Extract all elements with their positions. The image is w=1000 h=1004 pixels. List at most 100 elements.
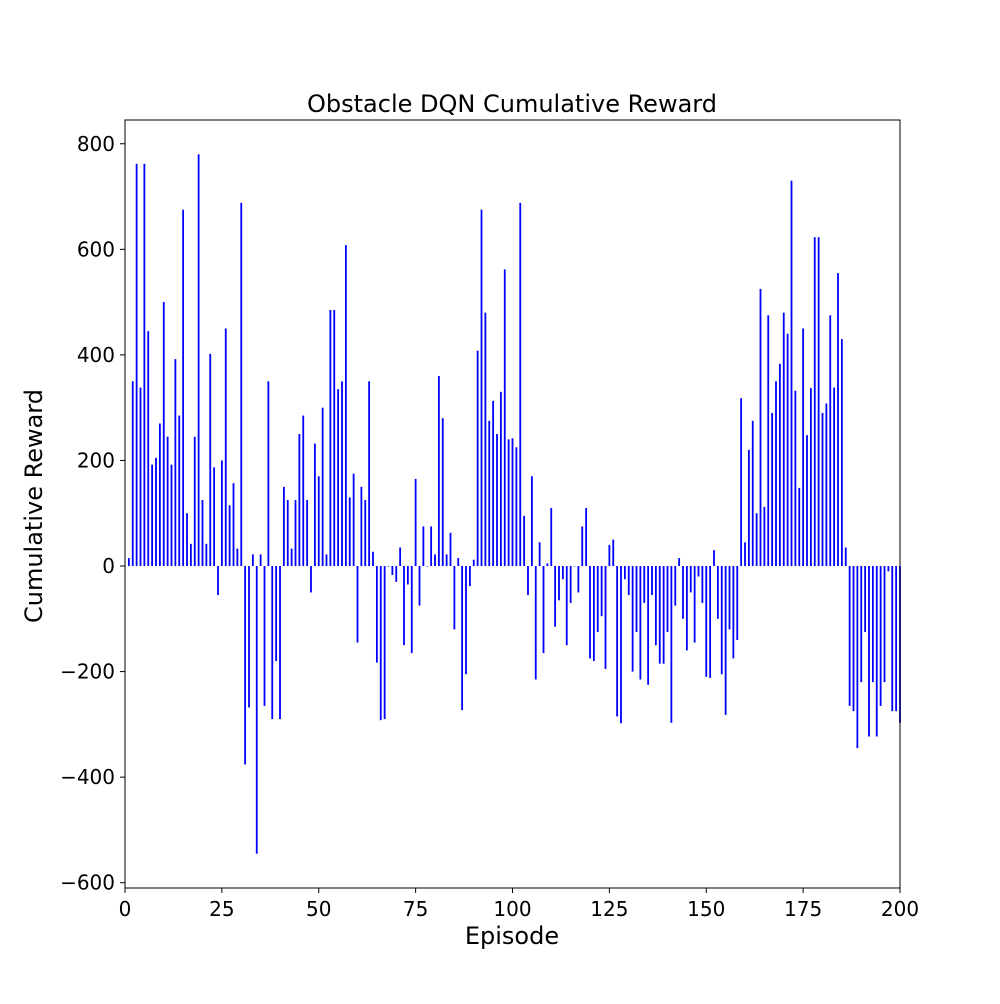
bar-episode-15 — [182, 209, 185, 567]
bar-episode-186 — [844, 547, 847, 567]
x-tick-label: 150 — [687, 897, 725, 921]
bar-episode-150 — [705, 566, 708, 677]
bar-episode-28 — [232, 483, 235, 567]
bar-episode-111 — [554, 566, 557, 627]
bar-episode-185 — [840, 339, 843, 567]
bar-episode-197 — [887, 566, 890, 572]
bar-episode-47 — [306, 500, 309, 567]
bar-episode-7 — [151, 464, 154, 567]
bar-episode-151 — [709, 566, 712, 678]
bar-episode-71 — [399, 547, 402, 567]
bar-episode-178 — [813, 237, 816, 567]
bar-episode-21 — [205, 543, 208, 567]
bar-episode-118 — [581, 526, 584, 567]
bar-episode-131 — [631, 566, 634, 672]
x-tick-label: 25 — [209, 897, 234, 921]
bar-episode-19 — [197, 154, 200, 567]
bar-episode-58 — [348, 497, 351, 567]
bar-episode-191 — [864, 566, 867, 632]
bar-episode-184 — [837, 273, 839, 567]
bar-episode-113 — [561, 566, 564, 580]
bar-episode-64 — [372, 551, 374, 567]
bar-episode-172 — [790, 180, 793, 567]
bar-episode-68 — [387, 566, 390, 567]
bar-episode-42 — [286, 500, 289, 567]
bar-episode-108 — [542, 566, 545, 654]
bar-episode-195 — [879, 566, 882, 706]
bar-episode-57 — [344, 245, 347, 567]
bar-episode-3 — [135, 163, 138, 567]
bar-episode-10 — [162, 302, 165, 567]
bars-group — [127, 154, 901, 854]
bar-episode-181 — [825, 403, 828, 567]
bar-episode-198 — [891, 566, 894, 712]
bar-episode-80 — [434, 554, 436, 567]
bar-episode-44 — [294, 500, 297, 567]
bar-episode-144 — [682, 566, 684, 619]
bar-episode-53 — [329, 310, 332, 567]
bar-episode-138 — [658, 566, 661, 664]
bar-episode-93 — [484, 312, 487, 567]
bar-episode-33 — [251, 554, 254, 567]
y-tick-label: 200 — [77, 448, 115, 472]
bar-episode-13 — [174, 359, 177, 567]
bar-episode-95 — [492, 400, 495, 567]
bar-episode-187 — [848, 566, 851, 706]
bar-episode-32 — [248, 566, 250, 708]
bar-episode-168 — [775, 381, 777, 567]
bar-episode-45 — [298, 434, 301, 567]
bar-episode-89 — [468, 566, 471, 587]
bar-episode-22 — [209, 353, 212, 567]
bar-episode-109 — [546, 563, 549, 567]
bar-episode-50 — [317, 476, 320, 567]
bar-episode-194 — [875, 566, 878, 737]
bar-episode-34 — [255, 566, 258, 854]
bar-episode-90 — [472, 559, 475, 567]
bar-episode-72 — [403, 566, 405, 646]
bar-episode-86 — [457, 558, 460, 567]
bar-episode-135 — [647, 566, 650, 685]
x-tick-label: 0 — [119, 897, 132, 921]
bar-episode-155 — [724, 566, 727, 715]
bar-episode-125 — [608, 544, 611, 567]
bar-episode-110 — [550, 507, 553, 567]
bar-episode-97 — [499, 391, 502, 567]
bar-episode-59 — [352, 473, 355, 567]
bar-episode-1 — [127, 558, 130, 567]
bar-episode-81 — [437, 376, 440, 567]
bar-episode-179 — [817, 237, 820, 567]
bar-episode-170 — [782, 312, 785, 567]
bar-episode-104 — [527, 566, 529, 596]
x-tick-label: 125 — [590, 897, 628, 921]
bar-episode-48 — [310, 566, 312, 593]
y-tick-label: −400 — [60, 765, 115, 789]
bar-episode-82 — [441, 418, 444, 567]
bar-episode-102 — [519, 202, 522, 567]
bar-episode-180 — [821, 412, 824, 567]
bar-episode-101 — [515, 447, 518, 567]
bar-episode-60 — [356, 566, 359, 643]
bar-episode-65 — [375, 566, 378, 663]
bar-episode-128 — [620, 566, 622, 724]
bar-episode-66 — [379, 566, 382, 721]
x-tick-label: 175 — [784, 897, 822, 921]
bar-episode-103 — [523, 515, 526, 567]
bar-episode-99 — [507, 439, 510, 567]
bar-episode-94 — [488, 420, 491, 567]
y-axis: −600 −400 −200 0 200 400 600 800 — [60, 132, 125, 895]
bar-episode-123 — [600, 566, 603, 617]
bar-episode-130 — [627, 566, 630, 596]
bar-episode-115 — [569, 566, 572, 603]
bar-episode-146 — [689, 566, 692, 593]
bar-episode-39 — [275, 566, 278, 662]
bar-episode-78 — [426, 566, 429, 567]
bar-episode-141 — [670, 566, 673, 723]
bar-episode-154 — [720, 566, 723, 675]
bar-episode-51 — [321, 407, 324, 567]
bar-episode-18 — [193, 436, 196, 567]
y-tick-label: 0 — [102, 554, 115, 578]
bar-episode-37 — [267, 381, 270, 567]
bar-episode-143 — [678, 558, 681, 567]
bar-episode-54 — [333, 310, 336, 567]
